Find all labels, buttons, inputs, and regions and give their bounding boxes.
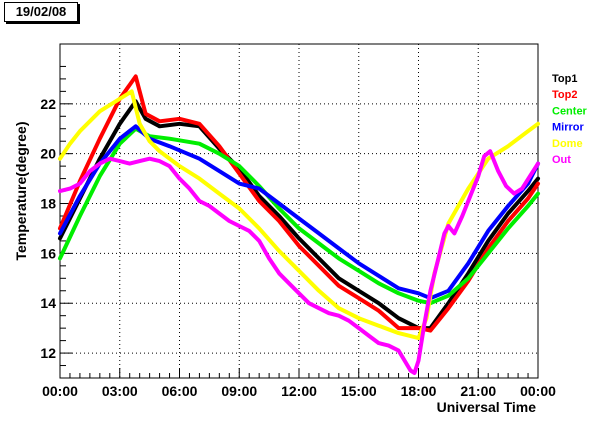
legend-entry-dome: Dome xyxy=(552,138,583,150)
y-axis-title: Temperature(degree) xyxy=(13,121,29,260)
legend-entry-mirror: Mirror xyxy=(552,122,585,134)
y-tick-label: 16 xyxy=(40,245,56,261)
series-line-mirror xyxy=(58,124,540,301)
x-tick-label: 00:00 xyxy=(520,383,556,399)
legend-entry-out: Out xyxy=(552,154,571,166)
x-tick-label: 06:00 xyxy=(162,383,198,399)
y-tick-label: 12 xyxy=(40,345,56,361)
legend-entry-center: Center xyxy=(552,105,588,117)
y-tick-label: 14 xyxy=(40,295,56,311)
x-tick-label: 18:00 xyxy=(401,383,437,399)
data-series xyxy=(58,74,540,375)
series-line-top2 xyxy=(58,74,540,333)
legend-entry-top1: Top1 xyxy=(552,73,577,85)
x-axis-title: Universal Time xyxy=(437,399,537,415)
x-tick-label: 03:00 xyxy=(102,383,138,399)
date-label: 19/02/08 xyxy=(4,2,78,22)
x-tick-label: 12:00 xyxy=(281,383,317,399)
series-line-out xyxy=(58,149,540,375)
y-tick-label: 20 xyxy=(40,146,56,162)
legend: Top1 Top2 Center Mirror Dome Out xyxy=(552,73,588,166)
series-line-dome xyxy=(58,89,540,341)
axes: 00:00 03:00 06:00 09:00 12:00 15:00 18:00 21:00… xyxy=(40,65,556,399)
y-tick-label: 22 xyxy=(40,96,56,112)
x-tick-label: 21:00 xyxy=(460,383,496,399)
x-tick-label: 00:00 xyxy=(42,383,78,399)
x-tick-label: 15:00 xyxy=(341,383,377,399)
x-tick-label: 09:00 xyxy=(221,383,257,399)
y-tick-label: 18 xyxy=(40,196,56,212)
legend-entry-top2: Top2 xyxy=(552,89,577,101)
